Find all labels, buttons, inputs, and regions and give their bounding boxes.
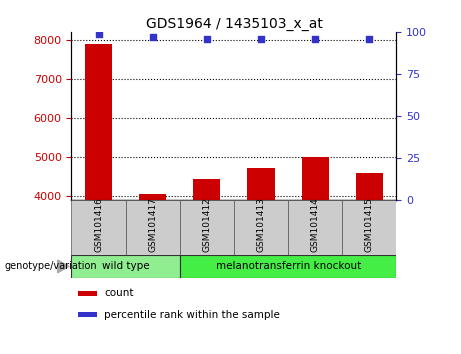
- Point: [312, 36, 319, 41]
- Text: GSM101412: GSM101412: [202, 197, 212, 252]
- Point: [149, 34, 156, 40]
- Text: GSM101414: GSM101414: [311, 197, 320, 252]
- Text: wild type: wild type: [102, 261, 149, 272]
- Title: GDS1964 / 1435103_x_at: GDS1964 / 1435103_x_at: [146, 17, 322, 31]
- Text: count: count: [104, 288, 133, 298]
- Bar: [71, 255, 180, 278]
- Bar: [248, 168, 275, 353]
- Bar: [85, 44, 112, 353]
- Bar: [301, 157, 329, 353]
- Bar: [193, 178, 220, 353]
- Bar: [78, 312, 97, 317]
- Bar: [234, 200, 288, 255]
- Bar: [180, 255, 396, 278]
- Text: GSM101417: GSM101417: [148, 197, 157, 252]
- Point: [257, 36, 265, 41]
- Point: [95, 31, 102, 36]
- Bar: [125, 200, 180, 255]
- Text: genotype/variation: genotype/variation: [5, 261, 97, 272]
- Point: [366, 36, 373, 41]
- Point: [203, 36, 211, 41]
- Text: GSM101413: GSM101413: [256, 197, 266, 252]
- Bar: [71, 200, 125, 255]
- Bar: [342, 200, 396, 255]
- Text: GSM101415: GSM101415: [365, 197, 374, 252]
- Text: percentile rank within the sample: percentile rank within the sample: [104, 309, 280, 320]
- Text: GSM101416: GSM101416: [94, 197, 103, 252]
- Text: melanotransferrin knockout: melanotransferrin knockout: [215, 261, 361, 272]
- Bar: [78, 291, 97, 296]
- Bar: [356, 173, 383, 353]
- Bar: [288, 200, 342, 255]
- Bar: [180, 200, 234, 255]
- Bar: [139, 194, 166, 353]
